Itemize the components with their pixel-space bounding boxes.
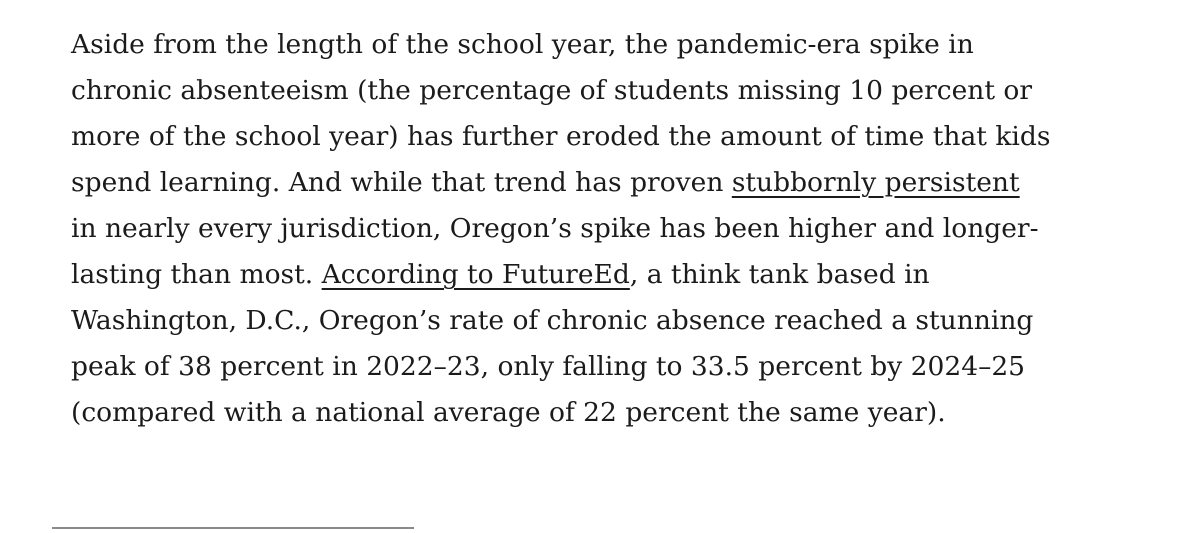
section-divider <box>52 527 414 529</box>
paragraph-line-7: Washington, D.C., Oregon’s rate of chron… <box>71 305 1034 336</box>
paragraph-line-9: (compared with a national average of 22 … <box>71 397 946 428</box>
line-4-text: spend learning. And while that trend has… <box>71 167 732 198</box>
paragraph-line-2: chronic absenteeism (the percentage of s… <box>71 75 1033 106</box>
paragraph-line-5: in nearly every jurisdiction, Oregon’s s… <box>71 213 1039 244</box>
stubbornly-persistent-link[interactable]: stubbornly persistent <box>731 167 1020 198</box>
line-6-text-after: , a think tank based in <box>629 259 930 290</box>
futureed-link[interactable]: According to FutureEd <box>321 259 630 290</box>
article-paragraph: Aside from the length of the school year… <box>71 22 1171 436</box>
line-6-text: lasting than most. <box>71 259 322 290</box>
paragraph-line-3: more of the school year) has further ero… <box>71 121 1051 152</box>
paragraph-line-4: spend learning. And while that trend has… <box>71 160 1171 206</box>
paragraph-line-1: Aside from the length of the school year… <box>71 29 974 60</box>
paragraph-line-8: peak of 38 percent in 2022–23, only fall… <box>71 351 1026 382</box>
paragraph-line-6: lasting than most. According to FutureEd… <box>71 252 1171 298</box>
